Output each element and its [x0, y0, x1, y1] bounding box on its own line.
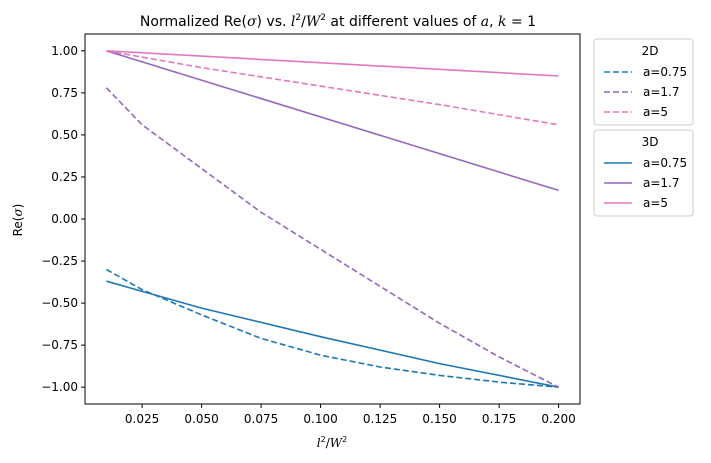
- x-tick-label: 0.100: [303, 412, 337, 426]
- chart-title: Normalized Re(σ) vs. l2/W2 at different …: [140, 13, 536, 30]
- x-tick-label: 0.175: [482, 412, 516, 426]
- series-line-2d-a-5: [106, 50, 559, 126]
- y-tick-label: −0.25: [41, 254, 78, 268]
- y-tick-label: −0.75: [41, 338, 78, 352]
- y-axis-ticks: −1.00 −0.75 −0.50 −0.25 0.00 0.25 0.50 0.75 1.00: [41, 44, 85, 394]
- x-tick-label: 0.025: [125, 412, 159, 426]
- x-tick-label: 0.125: [363, 412, 397, 426]
- x-axis-ticks: 0.025 0.050 0.075 0.100 0.125 0.150 0.175 0.200: [125, 404, 576, 426]
- legend-entry-label: a=1.7: [643, 85, 680, 99]
- series-lines: [105, 50, 559, 388]
- plot-area: 0.025 0.050 0.075 0.100 0.125 0.150 0.175 0.200…: [41, 33, 581, 426]
- legend-3d-title: 3D: [642, 135, 659, 149]
- y-tick-label: −0.50: [41, 296, 78, 310]
- legend-entry-label: a=0.75: [643, 156, 687, 170]
- series-line-3d-a-5: [106, 50, 559, 77]
- series-line-2d-a-1-7: [105, 87, 559, 388]
- y-tick-label: 1.00: [51, 44, 78, 58]
- series-line-3d-a-1-7: [106, 50, 559, 192]
- legend-3d: 3D a=0.75 a=1.7 a=5: [593, 129, 694, 217]
- y-tick-label: 0.25: [51, 170, 78, 184]
- x-tick-label: 0.050: [184, 412, 218, 426]
- series-line-3d-a-0-75: [106, 280, 559, 388]
- y-tick-label: 0.00: [51, 212, 78, 226]
- legend-entry-label: a=5: [643, 105, 668, 119]
- legend-entry-label: a=0.75: [643, 65, 687, 79]
- series-line-2d-a-0-75: [106, 268, 559, 388]
- legend-3d-box: [593, 129, 694, 217]
- y-tick-label: 0.50: [51, 128, 78, 142]
- legend-entry-label: a=5: [643, 196, 668, 210]
- y-tick-label: −1.00: [41, 380, 78, 394]
- legend-2d-box: [593, 38, 694, 126]
- x-tick-label: 0.075: [244, 412, 278, 426]
- x-tick-label: 0.150: [422, 412, 456, 426]
- y-axis-label: Re(σ): [11, 204, 25, 237]
- y-tick-label: 0.75: [51, 86, 78, 100]
- legend-2d-title: 2D: [642, 44, 659, 58]
- legend-entry-label: a=1.7: [643, 176, 680, 190]
- legend-2d: 2D a=0.75 a=1.7 a=5: [593, 38, 694, 126]
- axes-frame: [84, 33, 581, 405]
- x-tick-label: 0.200: [541, 412, 575, 426]
- x-axis-label: l2/W2: [317, 435, 347, 450]
